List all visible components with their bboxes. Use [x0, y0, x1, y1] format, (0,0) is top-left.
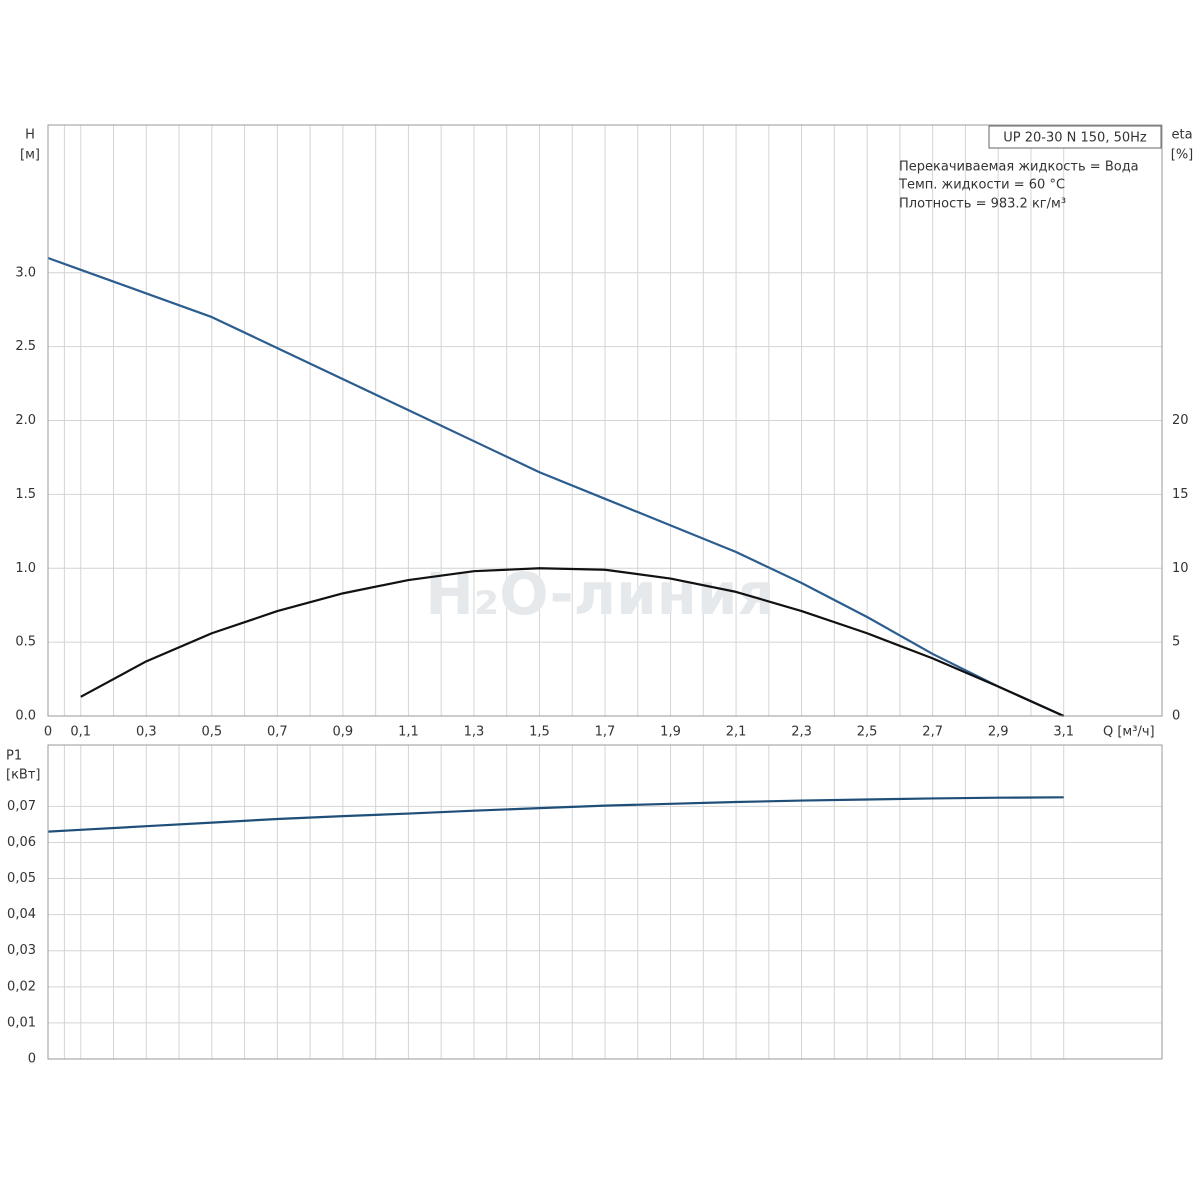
y-axis-label: H [25, 128, 35, 143]
y-tick-label: 0,02 [7, 979, 36, 994]
x-tick-label: 0 [44, 725, 52, 740]
y2-axis-label: eta [1171, 128, 1192, 143]
x-tick-label: 2,1 [726, 725, 747, 740]
x-tick-label: 1,1 [398, 725, 419, 740]
x-tick-label: 0,7 [267, 725, 288, 740]
x-axis-label: Q [м³/ч] [1103, 725, 1155, 740]
legend-box [988, 125, 1162, 149]
y-tick-label: 2.0 [15, 413, 36, 428]
curve [47, 796, 1064, 833]
x-tick-label: 3,1 [1053, 725, 1074, 740]
y2-tick-label: 20 [1172, 413, 1189, 428]
curve [47, 256, 1065, 718]
y2-tick-label: 0 [1172, 709, 1180, 724]
x-tick-label: 1,3 [464, 725, 485, 740]
x-tick-label: 0,1 [70, 725, 91, 740]
y-tick-label: 3.0 [15, 265, 36, 280]
plot-frame [47, 124, 1163, 717]
y-axis-label: P1 [6, 749, 22, 764]
y-tick-label: 0.0 [15, 709, 36, 724]
y-tick-label: 1.5 [15, 487, 36, 502]
y-axis-unit: [м] [20, 148, 40, 163]
x-tick-label: 1,5 [529, 725, 550, 740]
y2-tick-label: 15 [1172, 487, 1189, 502]
y2-tick-label: 5 [1172, 635, 1180, 650]
x-tick-label: 1,9 [660, 725, 681, 740]
curve [80, 567, 1065, 718]
note: Темп. жидкости = 60 °C [898, 178, 1065, 193]
y-tick-label: 0.5 [15, 635, 36, 650]
note: Плотность = 983.2 кг/м³ [899, 197, 1066, 212]
x-tick-label: 0,3 [136, 725, 157, 740]
x-tick-label: 0,5 [201, 725, 222, 740]
y-tick-label: 0,01 [7, 1015, 36, 1030]
x-tick-label: 2,9 [988, 725, 1009, 740]
y-tick-label: 0,04 [7, 907, 36, 922]
y-tick-label: 0,06 [7, 835, 36, 850]
y2-tick-label: 10 [1172, 561, 1189, 576]
x-tick-label: 0,9 [333, 725, 354, 740]
x-tick-label: 1,7 [595, 725, 616, 740]
data-layer [47, 256, 1065, 833]
y-axis-unit: [кВт] [6, 768, 41, 783]
y2-axis-unit: [%] [1171, 148, 1194, 163]
note: Перекачиваемая жидкость = Вода [899, 160, 1139, 175]
y-tick-label: 0,07 [7, 799, 36, 814]
y-tick-label: 2.5 [15, 339, 36, 354]
x-tick-label: 2,7 [922, 725, 943, 740]
grid-layer [47, 125, 1162, 1060]
legend-title: UP 20-30 N 150, 50Hz [1003, 131, 1147, 146]
y-tick-label: 0,05 [7, 871, 36, 886]
y-tick-label: 0 [28, 1052, 36, 1067]
x-tick-label: 2,5 [857, 725, 878, 740]
plot-frame [47, 744, 1163, 1060]
y-tick-label: 0,03 [7, 943, 36, 958]
y-tick-label: 1.0 [15, 561, 36, 576]
x-tick-label: 2,3 [791, 725, 812, 740]
